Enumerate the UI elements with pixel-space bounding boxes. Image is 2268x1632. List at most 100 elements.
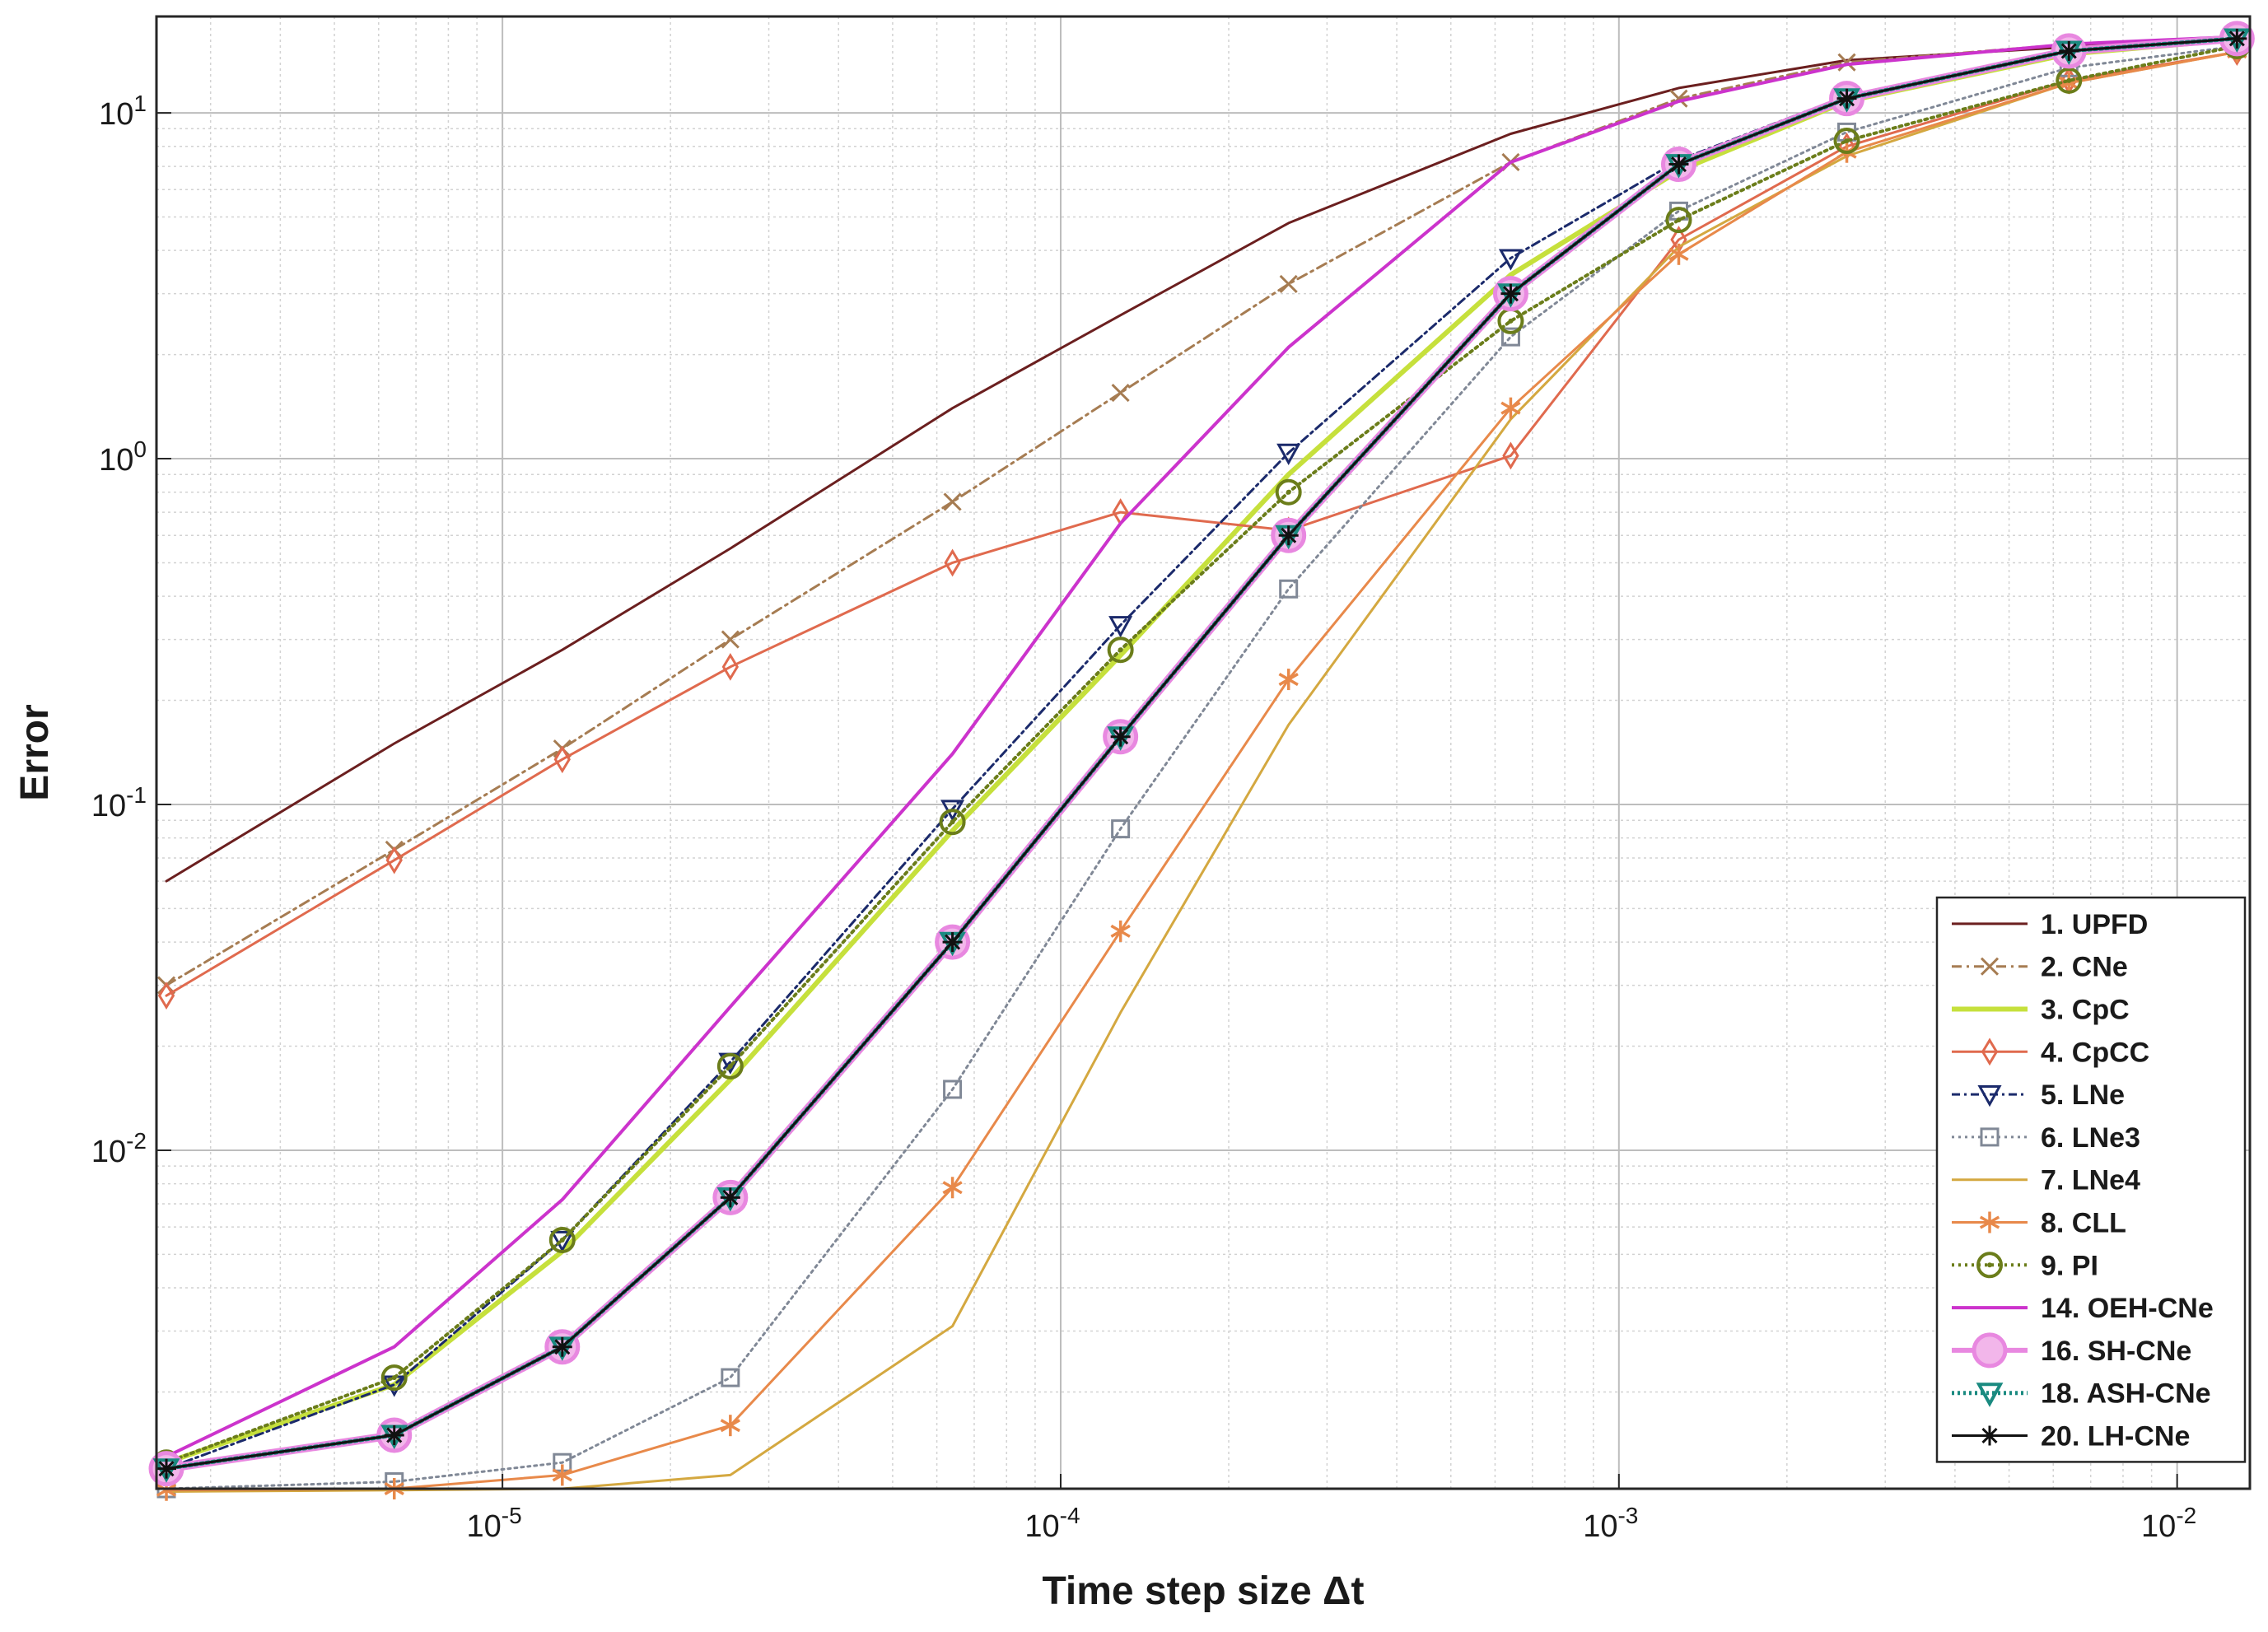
data-point xyxy=(384,1425,404,1445)
data-point xyxy=(385,846,403,874)
series-line xyxy=(165,35,2239,1458)
legend-label: 4. CpCC xyxy=(2041,1037,2149,1068)
legend-item: 7. LNe4 xyxy=(1952,1165,2140,1196)
legend-item: 20. LH-CNe xyxy=(1952,1421,2190,1452)
data-point xyxy=(1668,154,1689,175)
plot-area xyxy=(148,21,2255,1501)
legend: 1. UPFD 2. CNe 3. CpC 4. CpCC 5. LNe 6. LNe3 7… xyxy=(1935,896,2247,1463)
legend-item: 8. CLL xyxy=(1952,1208,2126,1239)
data-point xyxy=(942,1177,963,1199)
legend-item: 18. ASH-CNe xyxy=(1952,1378,2211,1410)
x-tick-label: 10-3 xyxy=(1583,1503,1638,1544)
data-point xyxy=(2059,40,2079,61)
data-point xyxy=(720,1187,740,1208)
legend-item: 1. UPFD xyxy=(1952,909,2148,940)
x-tick-label: 10-2 xyxy=(2141,1503,2196,1544)
y-tick-label: 10-1 xyxy=(91,782,147,823)
y-tick-label: 10-2 xyxy=(91,1128,147,1169)
data-point xyxy=(548,1226,576,1253)
series-line xyxy=(165,44,2238,1490)
data-point xyxy=(1502,441,1519,470)
data-point xyxy=(939,809,966,836)
data-point xyxy=(944,548,961,577)
legend-label: 2. CNe xyxy=(2041,952,2128,983)
data-point xyxy=(1111,384,1130,403)
legend-label: 1. UPFD xyxy=(2041,909,2148,940)
data-point xyxy=(1972,1332,2008,1369)
series-oeh-cne xyxy=(165,35,2239,1458)
data-point xyxy=(943,492,962,511)
legend-item: 14. OEH-CNe xyxy=(1952,1293,2214,1324)
series-line xyxy=(165,35,2238,987)
x-axis-label: Time step size Δt xyxy=(1042,1569,1364,1613)
data-point xyxy=(2056,67,2083,94)
data-point xyxy=(380,1364,408,1392)
data-point xyxy=(1498,249,1523,271)
data-point xyxy=(2227,28,2247,49)
data-point xyxy=(1833,128,1860,155)
y-axis-label: Error xyxy=(13,704,57,800)
legend-label: 5. LNe xyxy=(2041,1079,2125,1111)
data-point xyxy=(156,1458,177,1479)
series-line xyxy=(165,36,2238,883)
data-point xyxy=(1981,1037,1999,1066)
data-point xyxy=(1500,397,1521,419)
series-lh-cne xyxy=(156,28,2247,1479)
y-tick-label: 100 xyxy=(99,436,147,478)
data-point xyxy=(716,1052,744,1079)
series-upfd xyxy=(165,36,2238,883)
data-point xyxy=(1980,1425,2000,1446)
data-point xyxy=(1836,88,1857,109)
data-point xyxy=(1665,207,1692,234)
x-tick-label: 10-5 xyxy=(467,1503,522,1544)
series-line xyxy=(165,37,2238,1471)
data-point xyxy=(1500,283,1521,304)
data-point xyxy=(1976,1252,2003,1279)
data-point xyxy=(550,1230,575,1253)
data-point xyxy=(157,982,175,1010)
legend-label: 6. LNe3 xyxy=(2041,1122,2140,1154)
data-point xyxy=(1278,525,1299,546)
y-tick-label: 101 xyxy=(99,91,147,132)
data-point xyxy=(721,630,740,649)
data-point xyxy=(942,932,963,953)
data-point xyxy=(943,1079,963,1099)
data-point xyxy=(553,745,571,774)
legend-label: 9. PI xyxy=(2041,1250,2098,1281)
data-point xyxy=(1110,920,1131,942)
legend-label: 20. LH-CNe xyxy=(2041,1421,2190,1452)
data-point xyxy=(1837,53,1856,72)
legend-label: 3. CpC xyxy=(2041,995,2130,1026)
legend-item: 16. SH-CNe xyxy=(1952,1332,2191,1369)
data-point xyxy=(1976,1383,2004,1407)
data-point xyxy=(1500,327,1520,347)
data-point xyxy=(1108,616,1133,638)
legend-item: 3. CpC xyxy=(1952,995,2130,1026)
series-line xyxy=(165,44,2239,1465)
data-point xyxy=(1111,819,1131,839)
legend-label: 18. ASH-CNe xyxy=(2041,1378,2211,1410)
data-point xyxy=(1980,1127,2000,1147)
legend-item: 2. CNe xyxy=(1952,952,2128,983)
legend-label: 14. OEH-CNe xyxy=(2041,1293,2214,1324)
data-point xyxy=(1278,669,1299,691)
data-point xyxy=(720,1415,740,1437)
data-point xyxy=(1979,1211,2000,1233)
data-point xyxy=(1275,478,1302,506)
legend-item: 5. LNe xyxy=(1952,1079,2125,1111)
series-line xyxy=(165,50,2238,1492)
x-tick-label: 10-4 xyxy=(1024,1503,1080,1544)
data-point xyxy=(1980,957,2000,976)
data-point xyxy=(721,652,739,681)
grid xyxy=(156,16,2250,1489)
plot-frame xyxy=(155,15,2252,1490)
data-point xyxy=(1107,636,1134,664)
axis-ticks: 10-5 10-4 10-3 10-2 10-2 10-1 100 101 xyxy=(91,91,2196,1544)
legend-item: 4. CpCC xyxy=(1952,1037,2149,1068)
series-pi xyxy=(153,32,2251,1476)
data-point xyxy=(552,1464,572,1486)
series-line xyxy=(165,50,2238,997)
legend-label: 8. CLL xyxy=(2041,1208,2126,1239)
